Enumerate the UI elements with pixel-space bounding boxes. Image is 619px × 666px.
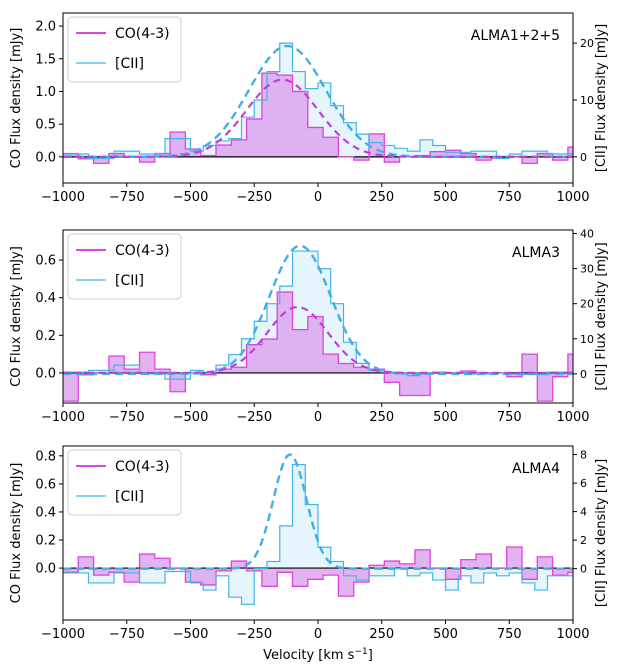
y2-axis-label: [CII] Flux density [mJy] <box>594 459 609 607</box>
x-tick-label: 1000 <box>556 410 589 425</box>
cii-histogram-fill <box>63 43 573 159</box>
y2-tick-label: 6 <box>580 477 587 490</box>
x-tick-label: 500 <box>433 190 458 205</box>
cii-histogram-line <box>63 463 573 605</box>
y2-tick-label: 0 <box>580 151 587 164</box>
y2-tick-label: 8 <box>580 449 587 462</box>
y2-axis-label: [CII] Flux density [mJy] <box>594 242 609 390</box>
y2-tick-label: 0 <box>580 368 587 381</box>
cii-gaussian-fit <box>63 453 573 570</box>
y-tick-label: 0.2 <box>35 534 56 549</box>
y2-tick-label: 40 <box>580 228 594 241</box>
y-tick-label: 0.0 <box>35 366 56 381</box>
x-tick-label: 750 <box>497 410 522 425</box>
legend-label-cii: [CII] <box>115 273 144 289</box>
y-tick-label: 0.0 <box>35 150 56 165</box>
y2-tick-label: 30 <box>580 263 594 276</box>
plot-area <box>63 244 573 402</box>
plot-area <box>63 42 573 165</box>
y-tick-label: 0.6 <box>35 477 56 492</box>
y2-axis-label: [CII] Flux density [mJy] <box>594 24 609 172</box>
co-gaussian-fit <box>63 305 573 375</box>
x-tick-label: 0 <box>314 627 322 642</box>
y-tick-label: 1.0 <box>35 85 56 100</box>
y-axis-label: CO Flux density [mJy] <box>9 28 24 169</box>
x-tick-label: −500 <box>173 410 209 425</box>
x-tick-label: −500 <box>173 627 209 642</box>
y-tick-label: 0.8 <box>35 449 56 464</box>
x-tick-label: 750 <box>497 190 522 205</box>
co-gaussian-fit <box>63 78 573 158</box>
y2-tick-label: 4 <box>580 506 587 519</box>
panel-3: −1000 −750 −500 −250 0 250 500 750 1000 0.0 0.2 0.4… <box>9 445 609 642</box>
y-tick-label: 2.0 <box>35 20 56 35</box>
x-tick-label: 250 <box>369 627 394 642</box>
x-tick-label: −250 <box>236 410 272 425</box>
x-tick-label: 500 <box>433 410 458 425</box>
x-tick-label: −750 <box>109 190 145 205</box>
x-tick-label: 250 <box>369 190 394 205</box>
panel-title: ALMA4 <box>512 461 560 477</box>
x-tick-label: −500 <box>173 190 209 205</box>
co-histogram-line <box>63 546 573 597</box>
co-histogram-line <box>63 72 573 165</box>
x-tick-label: −250 <box>236 627 272 642</box>
x-tick-label: 250 <box>369 410 394 425</box>
legend-label-cii: [CII] <box>115 56 144 72</box>
legend: CO(4-3) [CII] <box>67 449 182 516</box>
y-tick-label: 1.5 <box>35 52 56 67</box>
y2-tick-label: 0 <box>580 563 587 576</box>
y2-tick-label: 20 <box>580 298 594 311</box>
legend-label-co: CO(4-3) <box>115 459 170 475</box>
y2-tick-label: 20 <box>580 37 594 50</box>
y-axis-label: CO Flux density [mJy] <box>9 463 24 604</box>
y-tick-label: 0.5 <box>35 118 56 133</box>
co-histogram-fill <box>63 547 573 597</box>
cii-histogram-fill <box>63 251 573 380</box>
panel-1: −1000 −750 −500 −250 0 250 500 750 1000 0.0 0.5 1.0… <box>9 12 609 205</box>
panel-title: ALMA1+2+5 <box>471 28 560 44</box>
x-tick-label: 1000 <box>556 627 589 642</box>
x-axis-label: Velocity [km s−1] <box>263 647 373 663</box>
co-histogram-fill <box>63 292 573 402</box>
y2-tick-label: 10 <box>580 333 594 346</box>
legend-label-co: CO(4-3) <box>115 243 170 259</box>
y-tick-label: 0.2 <box>35 329 56 344</box>
x-tick-label: 0 <box>314 410 322 425</box>
legend: CO(4-3) [CII] <box>67 16 182 83</box>
x-tick-label: 1000 <box>556 190 589 205</box>
x-tick-label: −1000 <box>41 627 85 642</box>
y-tick-label: 0.6 <box>35 254 56 269</box>
x-tick-label: 0 <box>314 190 322 205</box>
x-tick-label: −750 <box>109 627 145 642</box>
legend: CO(4-3) [CII] <box>67 233 182 300</box>
y2-tick-label: 10 <box>580 94 594 107</box>
legend-label-co: CO(4-3) <box>115 26 170 42</box>
legend-label-cii: [CII] <box>115 489 144 505</box>
y-tick-label: 0.0 <box>35 562 56 577</box>
panel-2: −1000 −750 −500 −250 0 250 500 750 1000 0.0 0.2 0.4… <box>9 228 609 425</box>
y-tick-label: 0.4 <box>35 505 56 520</box>
plot-area <box>63 453 573 605</box>
y-axis-label: CO Flux density [mJy] <box>9 246 24 387</box>
x-tick-label: −250 <box>236 190 272 205</box>
x-tick-label: −1000 <box>41 410 85 425</box>
x-tick-label: −750 <box>109 410 145 425</box>
y2-tick-label: 2 <box>580 534 587 547</box>
y-tick-label: 0.4 <box>35 291 56 306</box>
panel-title: ALMA3 <box>512 245 560 261</box>
x-tick-label: −1000 <box>41 190 85 205</box>
x-tick-label: 750 <box>497 627 522 642</box>
x-tick-label: 500 <box>433 627 458 642</box>
